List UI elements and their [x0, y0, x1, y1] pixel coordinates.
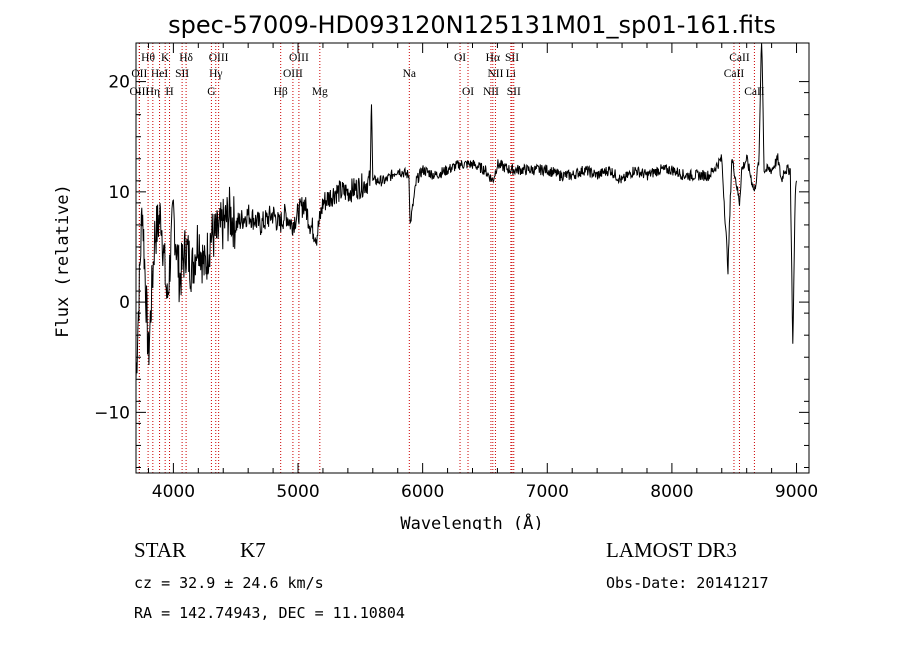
line-label: HeI: [151, 68, 168, 80]
line-label: SII: [507, 86, 521, 98]
line-label: OIII: [283, 68, 303, 80]
x-tick-label: 9000: [775, 482, 818, 502]
line-label: OI: [454, 52, 466, 64]
y-tick-label: 0: [119, 293, 130, 313]
y-tick-label: 20: [108, 73, 130, 93]
line-label: Hβ: [274, 86, 288, 98]
line-label: K: [161, 52, 170, 64]
line-label: SII: [175, 68, 189, 80]
line-label: H: [165, 86, 173, 98]
x-tick-label: 4000: [152, 482, 195, 502]
line-label: CaII: [729, 52, 750, 64]
line-label: Na: [403, 68, 416, 80]
x-tick-label: 5000: [276, 482, 319, 502]
chart-title: spec-57009-HD093120N125131M01_sp01-161.f…: [168, 11, 776, 39]
spectrum-line: [135, 42, 797, 380]
line-label: OI: [462, 86, 474, 98]
spectrum-chart: spec-57009-HD093120N125131M01_sp01-161.f…: [53, 11, 818, 530]
line-label: OIII: [209, 52, 229, 64]
line-label: Hη: [146, 86, 160, 98]
line-label: Hα: [486, 52, 500, 64]
line-label: NII: [483, 86, 499, 98]
line-label: G: [207, 86, 215, 98]
line-label: CaII: [724, 68, 745, 80]
line-label: CaII: [744, 86, 765, 98]
axis-ticks: 4000 5000 6000 7000 8000 9000 −10 0 10 20: [94, 43, 818, 502]
y-tick-label: −10: [94, 403, 130, 423]
survey-name: LAMOST DR3: [606, 538, 737, 562]
object-subclass: K7: [240, 538, 266, 562]
line-label: Li: [506, 68, 516, 80]
plot-frame: [135, 42, 810, 474]
line-label: Mg: [312, 86, 328, 98]
series-layer: [135, 42, 797, 380]
line-label: OIII: [129, 86, 149, 98]
x-axis-label: Wavelength (Å): [400, 512, 543, 530]
line-label: Hγ: [209, 68, 222, 80]
line-label: SII: [505, 52, 519, 64]
coordinates: RA = 142.74943, DEC = 11.10804: [134, 604, 405, 622]
y-tick-label: 10: [108, 183, 130, 203]
obs-date: Obs-Date: 20141217: [606, 574, 769, 592]
line-label: Hθ: [141, 52, 155, 64]
x-tick-label: 7000: [526, 482, 569, 502]
line-label: Hδ: [179, 52, 193, 64]
line-label: OIII: [289, 52, 309, 64]
x-tick-label: 6000: [401, 482, 444, 502]
object-class: STAR: [134, 538, 186, 562]
line-label: NII: [487, 68, 503, 80]
y-axis-label: Flux (relative): [53, 184, 73, 338]
x-tick-label: 8000: [650, 482, 693, 502]
redshift-readout: cz = 32.9 ± 24.6 km/s: [134, 574, 324, 592]
